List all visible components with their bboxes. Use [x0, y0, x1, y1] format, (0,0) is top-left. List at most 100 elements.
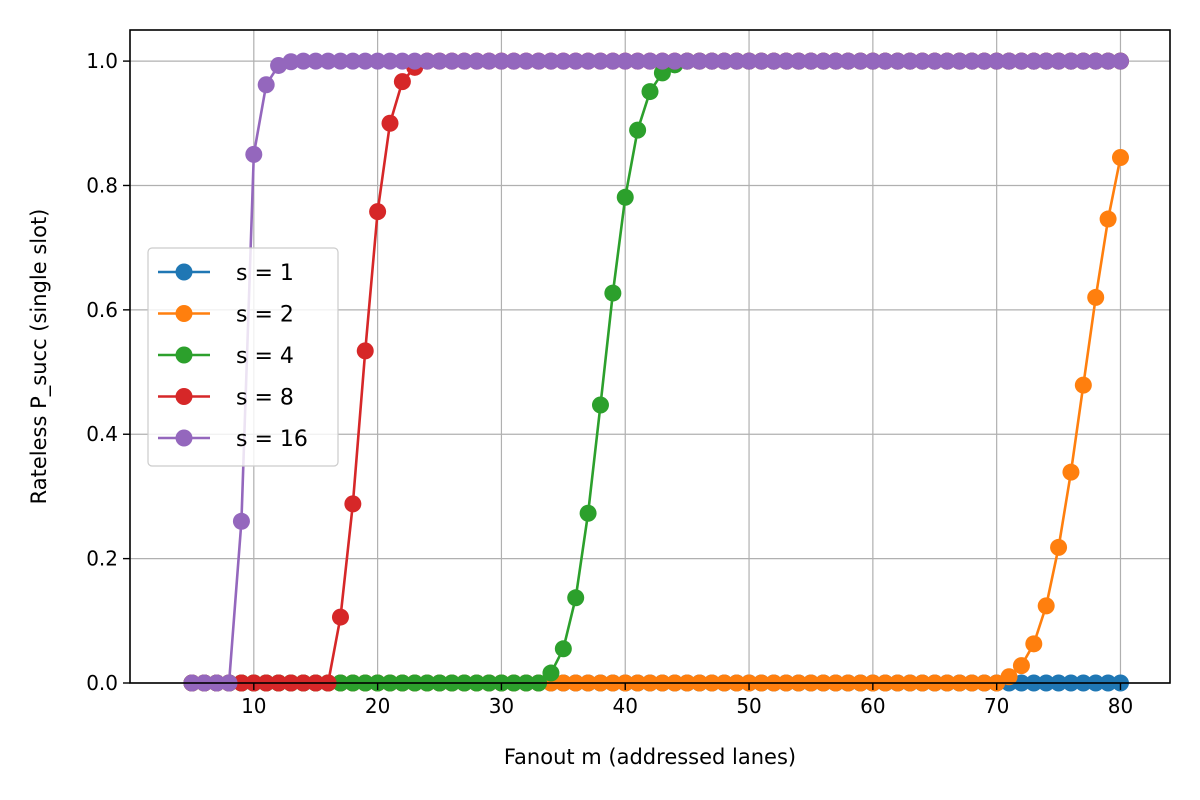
data-point [740, 52, 758, 70]
legend-item: s = 1 [158, 261, 294, 286]
x-axis-label: Fanout m (addressed lanes) [504, 745, 796, 769]
data-point [889, 52, 907, 70]
data-point [356, 342, 374, 360]
y-tick-label: 0.8 [86, 173, 118, 197]
data-point [1087, 288, 1105, 306]
data-point [1037, 597, 1055, 615]
data-point [1099, 210, 1117, 228]
y-tick-label: 0.4 [86, 422, 118, 446]
y-tick-label: 1.0 [86, 49, 118, 73]
data-point [505, 52, 523, 70]
series-5 [183, 52, 1129, 692]
data-point [554, 52, 572, 70]
data-point [542, 52, 560, 70]
data-point [938, 52, 956, 70]
legend-swatch-marker [175, 388, 193, 405]
data-point [653, 52, 671, 70]
x-tick-label: 70 [984, 694, 1009, 718]
data-point [876, 52, 894, 70]
data-point [728, 52, 746, 70]
data-point [319, 52, 337, 70]
data-point [431, 52, 449, 70]
x-tick-label: 80 [1108, 694, 1133, 718]
legend-swatch-marker [175, 346, 193, 364]
legend-item: s = 4 [158, 344, 294, 369]
y-tick-label: 0.2 [86, 547, 118, 571]
data-point [393, 73, 411, 91]
data-point [827, 52, 845, 70]
data-point [245, 145, 263, 163]
data-point [1012, 52, 1030, 70]
data-point [257, 76, 275, 94]
legend-label: s = 2 [236, 303, 294, 328]
data-point [369, 52, 387, 70]
data-point [492, 52, 510, 70]
data-point [641, 83, 659, 101]
data-point [1000, 668, 1018, 686]
data-point [344, 495, 362, 513]
data-point [777, 52, 795, 70]
data-point [468, 52, 486, 70]
data-point [517, 52, 535, 70]
data-point [963, 52, 981, 70]
data-point [480, 52, 498, 70]
y-axis-label: Rateless P_succ (single slot) [27, 209, 52, 505]
data-point [418, 52, 436, 70]
data-point [1000, 52, 1018, 70]
data-point [802, 52, 820, 70]
data-point [393, 52, 411, 70]
data-point [1025, 635, 1043, 653]
data-point [443, 52, 461, 70]
legend-label: s = 4 [236, 344, 294, 369]
data-point [641, 52, 659, 70]
data-point [1050, 52, 1068, 70]
data-point [344, 52, 362, 70]
data-point [356, 52, 374, 70]
data-point [752, 52, 770, 70]
legend-swatch-marker [175, 263, 193, 281]
legend: s = 1 s = 2 s = 4 s = 8 s = 16 [147, 247, 339, 467]
data-point [232, 512, 250, 530]
legend-swatch-marker [175, 305, 193, 322]
axis-ticks: 10 20 30 40 50 60 70 80 0.0 0.2 0.4 0.6 0.8 1.0 [86, 49, 1133, 718]
data-point [307, 52, 325, 70]
data-point [406, 52, 424, 70]
data-point [579, 504, 597, 522]
data-point [1099, 52, 1117, 70]
legend-label: s = 1 [236, 261, 294, 286]
data-point [913, 52, 931, 70]
data-point [1087, 52, 1105, 70]
data-point [542, 664, 560, 682]
data-point [814, 52, 832, 70]
data-point [455, 52, 473, 70]
data-point [703, 52, 721, 70]
data-point [604, 52, 622, 70]
x-tick-label: 20 [365, 694, 390, 718]
data-point [567, 52, 585, 70]
data-point [604, 284, 622, 302]
data-point [381, 114, 399, 132]
data-point [554, 640, 572, 658]
data-point [926, 52, 944, 70]
data-point [579, 52, 597, 70]
data-point [864, 52, 882, 70]
data-point [331, 608, 349, 626]
data-point [616, 188, 634, 206]
x-tick-label: 50 [736, 694, 761, 718]
y-tick-label: 0.0 [86, 671, 118, 695]
legend-item: s = 8 [158, 386, 294, 411]
data-point [1111, 52, 1129, 70]
data-point [381, 52, 399, 70]
data-point [629, 121, 647, 139]
data-point [901, 52, 919, 70]
x-tick-label: 60 [860, 694, 885, 718]
y-tick-label: 0.6 [86, 298, 118, 322]
legend-item: s = 16 [158, 427, 308, 452]
data-point [653, 64, 671, 82]
legend-label: s = 16 [236, 427, 308, 452]
data-point [715, 52, 733, 70]
data-point [790, 52, 808, 70]
legend-box [147, 247, 339, 467]
data-point [1037, 52, 1055, 70]
data-point [294, 52, 312, 70]
